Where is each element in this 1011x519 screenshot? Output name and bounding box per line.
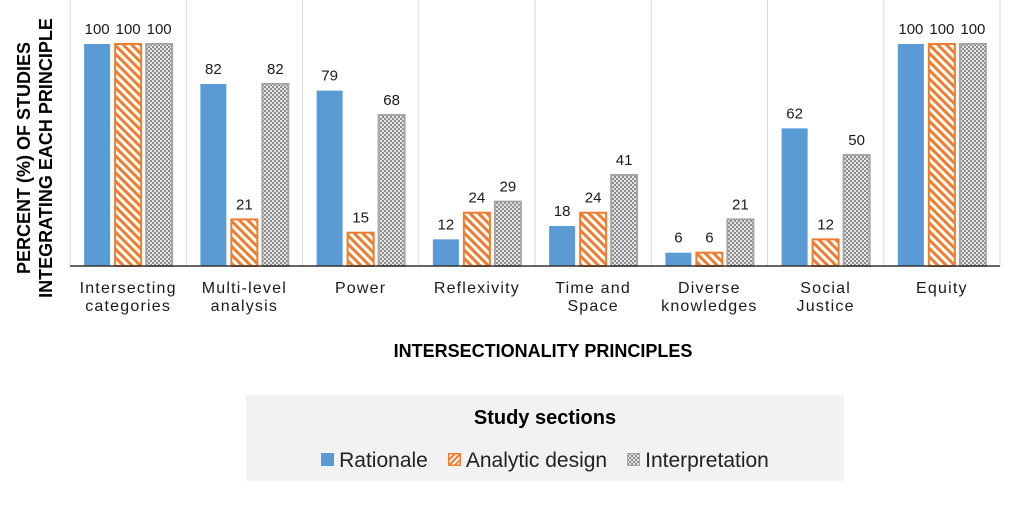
bar-interpretation (377, 114, 406, 268)
category-label: Time and (555, 280, 631, 297)
category-label: knowledges (661, 298, 758, 315)
legend-item-interpretation: Interpretation (627, 449, 769, 473)
bar-rationale (549, 226, 576, 266)
bars (84, 43, 987, 268)
bar-rationale (665, 252, 692, 266)
legend-swatch (447, 453, 461, 467)
bar-rationale (200, 83, 227, 267)
bar-analytic-design (346, 231, 375, 267)
gridlines (69, 0, 1001, 266)
data-label: 24 (469, 190, 486, 207)
legend-label: Analytic design (465, 449, 608, 473)
category-label: Intersecting (80, 280, 177, 297)
legend-swatch (627, 453, 641, 467)
bar-rationale (781, 128, 808, 266)
category-label: analysis (211, 298, 278, 315)
data-label: 12 (817, 216, 834, 233)
data-label: 100 (147, 21, 172, 38)
bar-interpretation (493, 200, 522, 267)
category-label: Diverse (678, 280, 741, 297)
bar-interpretation (958, 43, 987, 267)
data-label: 18 (554, 203, 571, 220)
data-label: 24 (585, 190, 602, 207)
data-label: 100 (898, 21, 923, 38)
data-label: 100 (85, 21, 110, 38)
legend-swatch (321, 453, 335, 467)
legend-item-rationale: Rationale (321, 449, 428, 473)
bar-rationale (432, 239, 459, 266)
data-label: 6 (705, 230, 713, 247)
data-label: 100 (960, 21, 985, 38)
legend-label: Interpretation (645, 449, 769, 473)
category-label: Reflexivity (434, 280, 520, 297)
data-label: 29 (500, 179, 517, 196)
bar-analytic-design (579, 211, 608, 267)
bar-interpretation (261, 82, 290, 267)
category-label: Justice (797, 298, 855, 315)
data-label: 21 (236, 196, 253, 213)
legend-item-analytic-design: Analytic design (447, 449, 608, 473)
bar-analytic-design (927, 43, 956, 267)
x-axis-title: INTERSECTIONALITY PRINCIPLES (394, 341, 693, 361)
data-label: 50 (848, 132, 865, 149)
legend-items: Rationale Analytic design Interpretation (246, 449, 844, 473)
y-axis-title-line-1: PERCENT (%) OF STUDIES (14, 42, 34, 274)
data-label: 12 (438, 216, 455, 233)
data-label: 79 (321, 68, 338, 85)
legend: Study sections Rationale Analytic design I… (246, 395, 844, 481)
bar-rationale (84, 44, 111, 266)
bar-analytic-design (114, 43, 143, 267)
bar-rationale (897, 44, 924, 266)
bar-analytic-design (462, 211, 491, 267)
data-label: 82 (267, 61, 284, 78)
bar-interpretation (145, 43, 174, 267)
bar-analytic-design (230, 218, 259, 268)
bar-interpretation (610, 173, 639, 267)
data-label: 6 (674, 230, 682, 247)
data-label: 62 (786, 105, 803, 122)
bar-interpretation (842, 154, 871, 267)
bar-analytic-design (695, 251, 724, 267)
bar-rationale (316, 90, 343, 267)
data-label: 68 (383, 92, 400, 109)
category-label: Equity (916, 280, 968, 297)
data-label: 21 (732, 196, 749, 213)
y-axis-title: PERCENT (%) OF STUDIES INTEGRATING EACH … (14, 18, 56, 298)
category-label: Multi-level (202, 280, 287, 297)
data-label: 82 (205, 61, 222, 78)
bar-analytic-design (811, 238, 840, 267)
legend-label: Rationale (339, 449, 428, 473)
data-label: 41 (616, 152, 633, 169)
data-label: 100 (929, 21, 954, 38)
category-label: Power (335, 280, 386, 297)
data-labels: 100 100 100 82 21 82 79 15 68 12 24 29 18 24 41 6 6 21 62 1… (85, 21, 986, 247)
y-axis-title-line-2: INTEGRATING EACH PRINCIPLE (36, 18, 56, 298)
category-label: Space (567, 298, 618, 315)
bar-interpretation (726, 218, 755, 268)
category-label: categories (85, 298, 171, 315)
data-label: 100 (116, 21, 141, 38)
category-label: Social (800, 280, 851, 297)
legend-title: Study sections (473, 407, 617, 429)
data-label: 15 (352, 210, 369, 227)
